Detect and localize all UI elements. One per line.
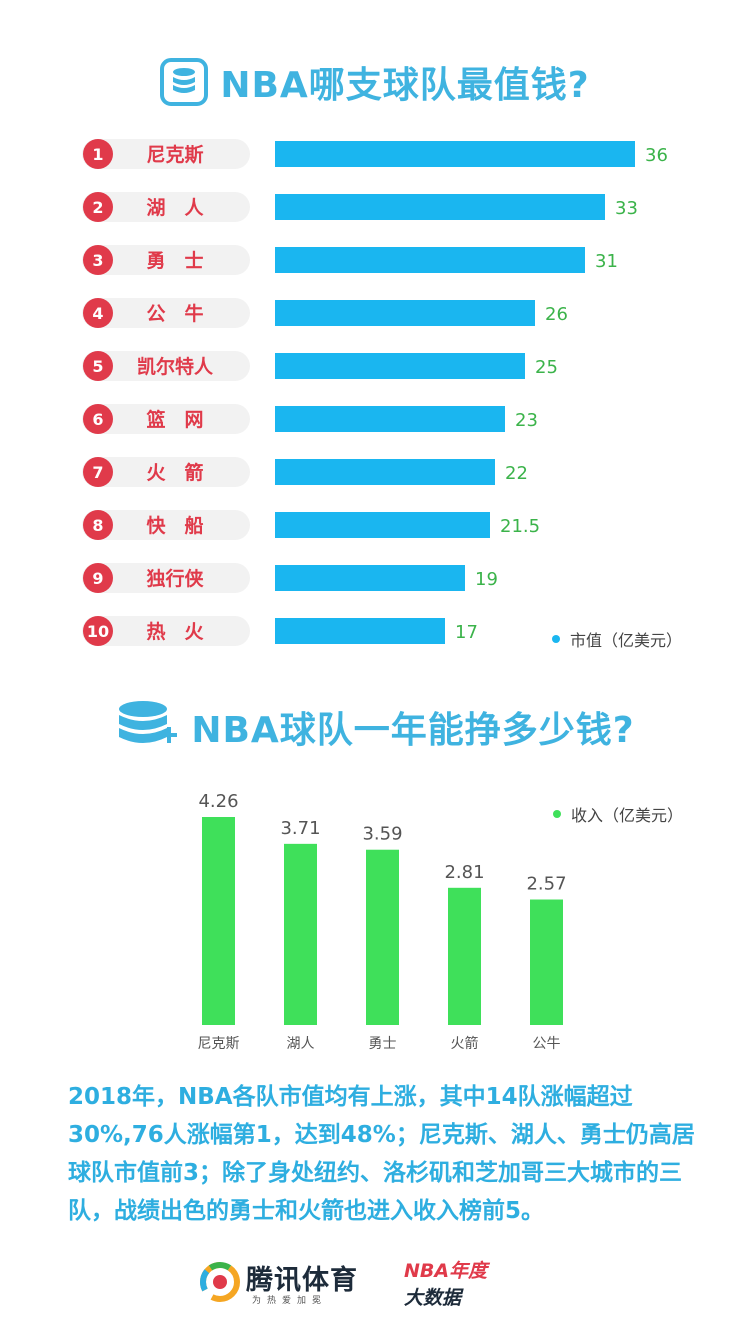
legend-label: 市值（亿美元） (570, 631, 683, 650)
rank-badge (83, 351, 113, 381)
value-label: 36 (645, 145, 668, 166)
revenue-bar (284, 843, 317, 1025)
value-bar (275, 194, 605, 220)
rank-badge (83, 192, 113, 222)
rank-badge (83, 245, 113, 275)
team-label: 热 火 (146, 620, 204, 643)
rank-number: 1 (92, 145, 103, 164)
brand-name: 腾讯体育 (246, 1265, 358, 1296)
value-label: 33 (615, 198, 638, 219)
value-bar (275, 406, 505, 432)
revenue-value-label: 3.59 (362, 824, 402, 845)
rank-pill (82, 563, 250, 593)
rank-number: 6 (92, 410, 103, 429)
team-label: 火 箭 (146, 461, 203, 484)
team-label: 独行侠 (146, 567, 204, 590)
rank-badge (83, 563, 113, 593)
tencent-logo-icon (200, 1262, 240, 1302)
rank-number: 7 (92, 463, 103, 482)
brand-slogan: 为热爱加冕 (252, 1296, 328, 1306)
badge-line2: 大数据 (404, 1287, 462, 1309)
coin-stack-icon (160, 58, 209, 106)
revenue-title: NBA球队一年能挣多少钱? (191, 710, 635, 751)
badge-line1: NBA年度 (404, 1260, 488, 1282)
value-label: 17 (455, 622, 478, 643)
revenue-team-label: 公牛 (533, 1036, 561, 1052)
nba-data-badge: NBA年度 大数据 (404, 1256, 487, 1310)
market-value-legend: 市值（亿美元） (552, 627, 682, 651)
legend-label: 收入（亿美元） (571, 806, 684, 825)
team-label: 尼克斯 (146, 143, 203, 166)
rank-badge (83, 139, 113, 169)
legend-dot (553, 810, 561, 818)
rank-pill (82, 192, 250, 222)
rank-number: 5 (92, 357, 103, 376)
team-label: 快 船 (146, 514, 203, 537)
database-plus-icon (119, 701, 178, 743)
rank-badge (83, 616, 113, 646)
rank-badge (83, 510, 113, 540)
value-bar (275, 353, 525, 379)
rank-pill (82, 457, 250, 487)
rank-number: 8 (92, 516, 103, 535)
rank-number: 4 (92, 304, 103, 323)
revenue-value-label: 2.57 (526, 874, 566, 895)
value-bar (275, 512, 490, 538)
footer: 腾讯体育 为热爱加冕 NBA年度 大数据 (0, 1248, 750, 1318)
value-label: 23 (515, 410, 538, 431)
rank-badge (83, 298, 113, 328)
value-label: 22 (505, 463, 528, 484)
rank-number: 3 (92, 251, 103, 270)
value-bar (275, 565, 465, 591)
rank-pill (82, 298, 250, 328)
rank-pill (82, 245, 250, 275)
rank-badge (83, 404, 113, 434)
value-label: 26 (545, 304, 568, 325)
team-label: 勇 士 (146, 250, 203, 272)
value-bar (275, 247, 585, 273)
revenue-bar (202, 817, 235, 1025)
revenue-value-label: 3.71 (280, 818, 320, 839)
revenue-value-label: 2.81 (444, 862, 484, 883)
team-label: 湖 人 (146, 197, 204, 219)
revenue-chart: 4.26 尼克斯 3.71 湖人 3.59 勇士 2.81 火箭 2.57 公牛 (198, 791, 567, 1052)
value-label: 25 (535, 357, 558, 378)
market-value-chart: 1 尼克斯 362 湖 人 333 勇 士 314 公 牛 265 凯尔特人 256 篮 网 237 火 … (82, 139, 668, 646)
market-value-title-row: NBA哪支球队最值钱? (0, 52, 750, 112)
rank-badge (83, 457, 113, 487)
rank-number: 9 (92, 569, 103, 588)
market-value-title: NBA哪支球队最值钱? (220, 65, 590, 106)
value-bar (275, 618, 445, 644)
summary-text: 2018年，NBA各队市值均有上涨，其中14队涨幅超过30%,76人涨幅第1，达… (68, 1084, 695, 1224)
revenue-bar (448, 887, 481, 1025)
legend-dot (552, 635, 560, 643)
value-bar (275, 141, 635, 167)
revenue-team-label: 勇士 (369, 1036, 397, 1052)
rank-pill (82, 616, 250, 646)
rank-number: 10 (87, 622, 109, 641)
rank-pill (82, 404, 250, 434)
team-label: 凯尔特人 (137, 355, 214, 378)
revenue-team-label: 尼克斯 (198, 1036, 240, 1052)
value-label: 19 (475, 569, 498, 590)
value-bar (275, 300, 535, 326)
team-label: 篮 网 (145, 408, 203, 431)
value-label: 21.5 (500, 516, 540, 537)
revenue-value-label: 4.26 (198, 791, 238, 812)
revenue-bar (366, 849, 399, 1025)
rank-pill (82, 510, 250, 540)
value-label: 31 (595, 251, 618, 272)
tencent-sports-brand: 腾讯体育 为热爱加冕 (200, 1258, 358, 1306)
team-label: 公 牛 (146, 302, 203, 325)
rank-pill (82, 139, 250, 169)
revenue-bar (530, 899, 563, 1025)
revenue-legend: 收入（亿美元） (553, 802, 683, 826)
rank-number: 2 (92, 198, 103, 217)
revenue-team-label: 火箭 (451, 1035, 479, 1052)
revenue-team-label: 湖人 (287, 1036, 315, 1052)
rank-pill (82, 351, 250, 381)
value-bar (275, 459, 495, 485)
revenue-title-row: NBA球队一年能挣多少钱? (0, 692, 750, 762)
